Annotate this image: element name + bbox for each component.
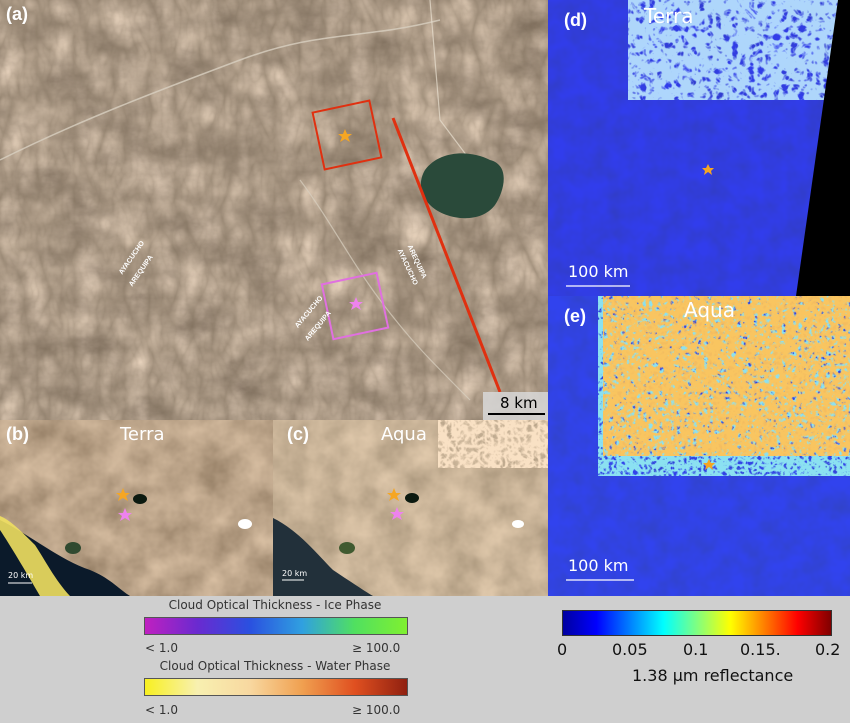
colorbar-ice (144, 617, 408, 635)
panel-e-aqua-reflectance: (e) Aqua 100 km (548, 296, 850, 596)
colorbar-water-max: ≥ 100.0 (352, 703, 401, 717)
panel-e-title: Aqua (684, 298, 735, 322)
pink-star-icon (390, 507, 404, 520)
orange-star-icon (338, 129, 352, 142)
reflectance-tick: 0.2 (815, 640, 841, 659)
colorbar-water (144, 678, 408, 696)
panel-b-label: (b) (6, 424, 29, 444)
panel-d-label: (d) (564, 10, 587, 30)
panel-d-title: Terra (644, 4, 694, 28)
reflectance-label: 1.38 μm reflectance (632, 666, 794, 685)
colorbar-water-title: Cloud Optical Thickness - Water Phase (159, 659, 391, 673)
red-transect-line (391, 117, 502, 393)
orange-star-icon (703, 459, 715, 470)
pink-star-icon (118, 508, 132, 521)
panel-c-aqua-truecolor: (c) Aqua 20 km (273, 420, 548, 596)
colorbar-reflectance (562, 610, 832, 636)
aqua-truecolor-image (273, 420, 548, 596)
aqua-reflectance-image (548, 296, 850, 596)
panel-b-scale-label: 20 km (8, 571, 34, 580)
panel-e-label: (e) (564, 306, 586, 326)
colorbar-ice-min: < 1.0 (145, 641, 178, 655)
colorbar-ice-title: Cloud Optical Thickness - Ice Phase (168, 598, 382, 612)
panel-b-terra-truecolor: (b) Terra 20 km (0, 420, 273, 596)
panel-a-scale-label: 8 km (500, 394, 538, 412)
orange-star-icon (116, 488, 130, 501)
panel-d-scale-label: 100 km (568, 262, 629, 281)
panel-a-terrain-map: (a) 8 km AYACUCHO AREQUIPA AYACUCHO AREQ… (0, 0, 548, 420)
colorbar-water-min: < 1.0 (145, 703, 178, 717)
terra-truecolor-image (0, 420, 273, 596)
panel-c-title: Aqua (381, 424, 427, 445)
red-study-box (311, 99, 383, 171)
panel-a-label: (a) (6, 4, 28, 24)
terrain-map-image (0, 0, 548, 420)
reflectance-tick: 0.1 (683, 640, 709, 659)
reflectance-tick: 0 (557, 640, 568, 659)
colorbar-ice-max: ≥ 100.0 (352, 641, 401, 655)
panel-d-terra-reflectance: (d) Terra 100 km (548, 0, 850, 296)
panel-c-scale-label: 20 km (282, 569, 308, 578)
lake (420, 153, 504, 219)
reflectance-tick: 0.05 (612, 640, 648, 659)
pink-study-box (320, 271, 390, 341)
terra-reflectance-image (548, 0, 850, 296)
panel-c-label: (c) (287, 424, 309, 444)
panel-e-scale-label: 100 km (568, 556, 629, 575)
reflectance-tick: 0.15. (740, 640, 781, 659)
panel-b-title: Terra (120, 424, 165, 445)
orange-star-icon (387, 488, 401, 501)
pink-star-icon (349, 297, 363, 310)
orange-star-icon (702, 164, 714, 175)
